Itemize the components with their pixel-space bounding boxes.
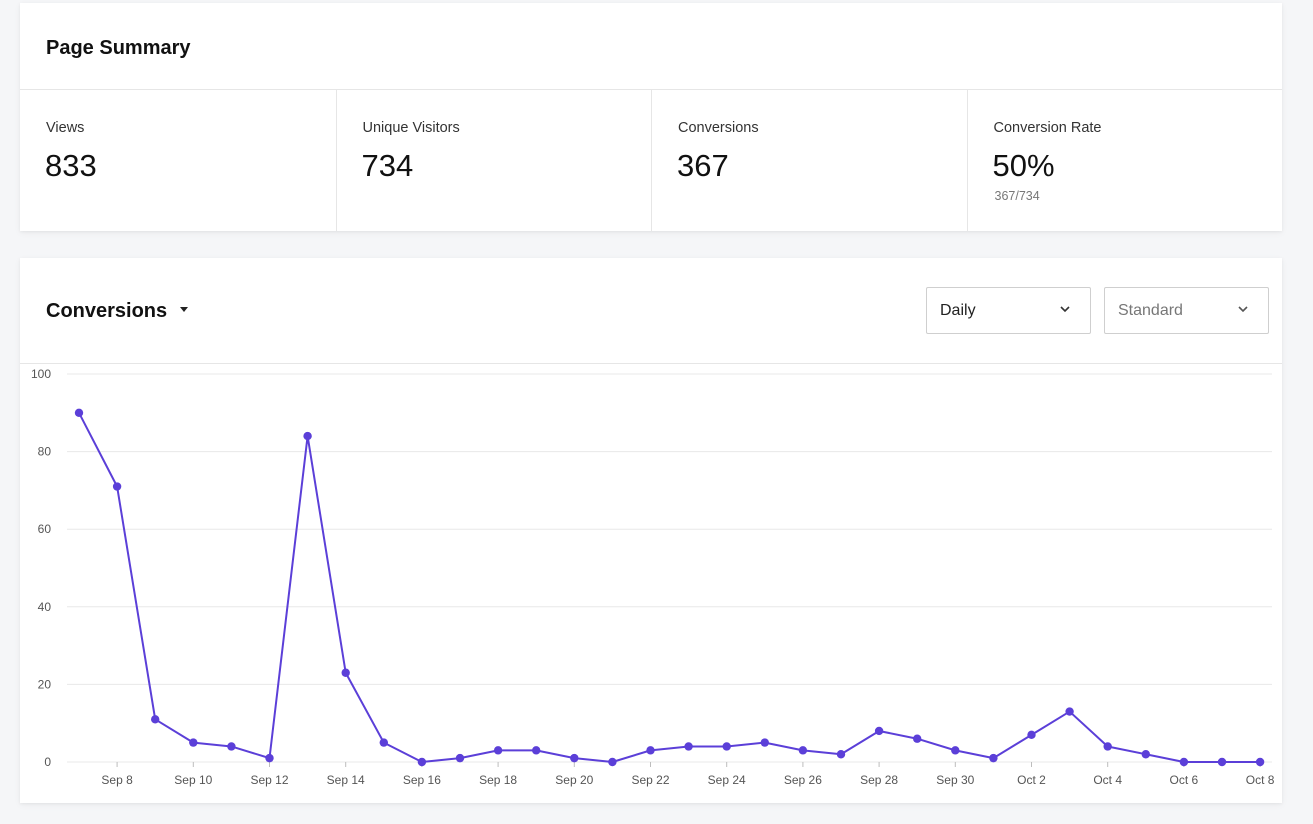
data-point — [684, 742, 693, 751]
chevron-down-icon — [1060, 306, 1070, 313]
stat-value: 833 — [45, 148, 97, 183]
y-tick-label: 40 — [38, 600, 52, 614]
data-point — [913, 734, 922, 743]
x-tick-label: Oct 8 — [1246, 773, 1275, 787]
x-tick-label: Oct 4 — [1093, 773, 1122, 787]
conversions-chart-card: Conversions Daily Standard 0 20 40 60 80 100 S… — [20, 258, 1282, 803]
chart-divider — [20, 363, 1282, 364]
data-point — [1065, 707, 1074, 716]
data-point — [570, 753, 579, 763]
stat-sub-ratio: 367/734 — [994, 189, 1040, 203]
data-point — [836, 750, 846, 759]
data-point — [417, 757, 427, 767]
stat-value: 734 — [361, 148, 414, 183]
x-tick-label: Sep 20 — [555, 773, 593, 787]
data-point — [189, 738, 198, 747]
series-line — [78, 412, 1261, 763]
data-point — [874, 726, 884, 736]
conversions-line-chart: 0 20 40 60 80 100 Sep 8 Sep 10 Sep 12 Sep 14 Sep 1… — [31, 367, 1275, 787]
mode-select-value: Standard — [1118, 302, 1183, 319]
data-point — [1141, 750, 1151, 759]
stat-label: Conversion Rate — [993, 120, 1102, 136]
page-summary-card: Page Summary Views 833 Unique Visitors 7… — [20, 3, 1282, 231]
data-point — [1255, 757, 1265, 767]
data-point — [112, 482, 122, 491]
data-point — [1027, 730, 1036, 740]
y-tick-label: 0 — [44, 755, 51, 769]
summary-divider — [20, 89, 1282, 90]
data-point — [951, 746, 960, 755]
x-tick-label: Sep 28 — [860, 773, 898, 787]
x-tick-label: Oct 6 — [1170, 773, 1199, 787]
data-point — [303, 431, 312, 441]
stat-unique-visitors: Unique Visitors 734 — [335, 90, 652, 231]
mode-select[interactable]: Standard — [1104, 287, 1269, 334]
y-tick-label: 60 — [38, 522, 52, 536]
y-tick-label: 20 — [38, 677, 52, 691]
chevron-down-icon — [1238, 306, 1248, 313]
stat-label: Views — [46, 120, 85, 136]
stat-value: 367 — [677, 148, 729, 183]
interval-select-value: Daily — [940, 302, 976, 319]
stat-conversion-rate: Conversion Rate 50% 367/734 — [966, 90, 1283, 231]
x-tick-label: Sep 18 — [479, 773, 517, 787]
x-tick-label: Sep 30 — [936, 773, 974, 787]
data-point — [151, 715, 160, 724]
data-point — [493, 746, 503, 755]
y-tick-label: 100 — [31, 367, 51, 381]
chart-title-dropdown[interactable]: Conversions — [46, 300, 168, 322]
data-point — [989, 753, 998, 763]
data-point — [379, 738, 388, 747]
x-tick-label: Sep 26 — [784, 773, 822, 787]
data-point — [1179, 757, 1189, 767]
data-point — [265, 753, 274, 763]
data-point — [455, 753, 465, 763]
data-point — [74, 408, 84, 417]
stat-views: Views 833 — [20, 90, 336, 231]
data-point — [532, 746, 541, 755]
x-tick-label: Sep 8 — [101, 773, 133, 787]
x-tick-label: Sep 16 — [403, 773, 441, 787]
data-point — [798, 746, 808, 755]
stat-value: 50% — [992, 148, 1055, 183]
x-tick-label: Oct 2 — [1017, 773, 1046, 787]
data-point — [1103, 742, 1112, 751]
stat-label: Unique Visitors — [362, 120, 460, 136]
x-tick-label: Sep 10 — [174, 773, 212, 787]
stat-conversions: Conversions 367 — [651, 90, 967, 231]
summary-title: Page Summary — [46, 37, 191, 59]
data-point — [341, 668, 350, 677]
interval-select[interactable]: Daily — [926, 287, 1091, 334]
caret-down-icon[interactable] — [180, 307, 188, 312]
y-tick-label: 80 — [38, 445, 52, 459]
data-point — [722, 742, 731, 751]
x-tick-label: Sep 12 — [250, 773, 288, 787]
data-point — [646, 746, 655, 755]
data-point — [227, 742, 236, 751]
stat-label: Conversions — [678, 120, 759, 136]
data-point — [760, 738, 769, 747]
x-tick-label: Sep 24 — [708, 773, 746, 787]
data-point — [608, 757, 617, 767]
data-point — [1217, 757, 1227, 767]
x-tick-label: Sep 14 — [327, 773, 365, 787]
x-tick-label: Sep 22 — [631, 773, 669, 787]
